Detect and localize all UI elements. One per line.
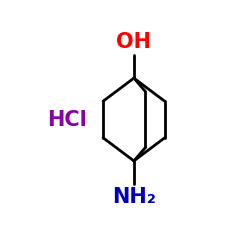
Text: HCl: HCl: [47, 110, 86, 130]
Text: NH₂: NH₂: [112, 187, 156, 207]
Text: OH: OH: [116, 32, 152, 52]
